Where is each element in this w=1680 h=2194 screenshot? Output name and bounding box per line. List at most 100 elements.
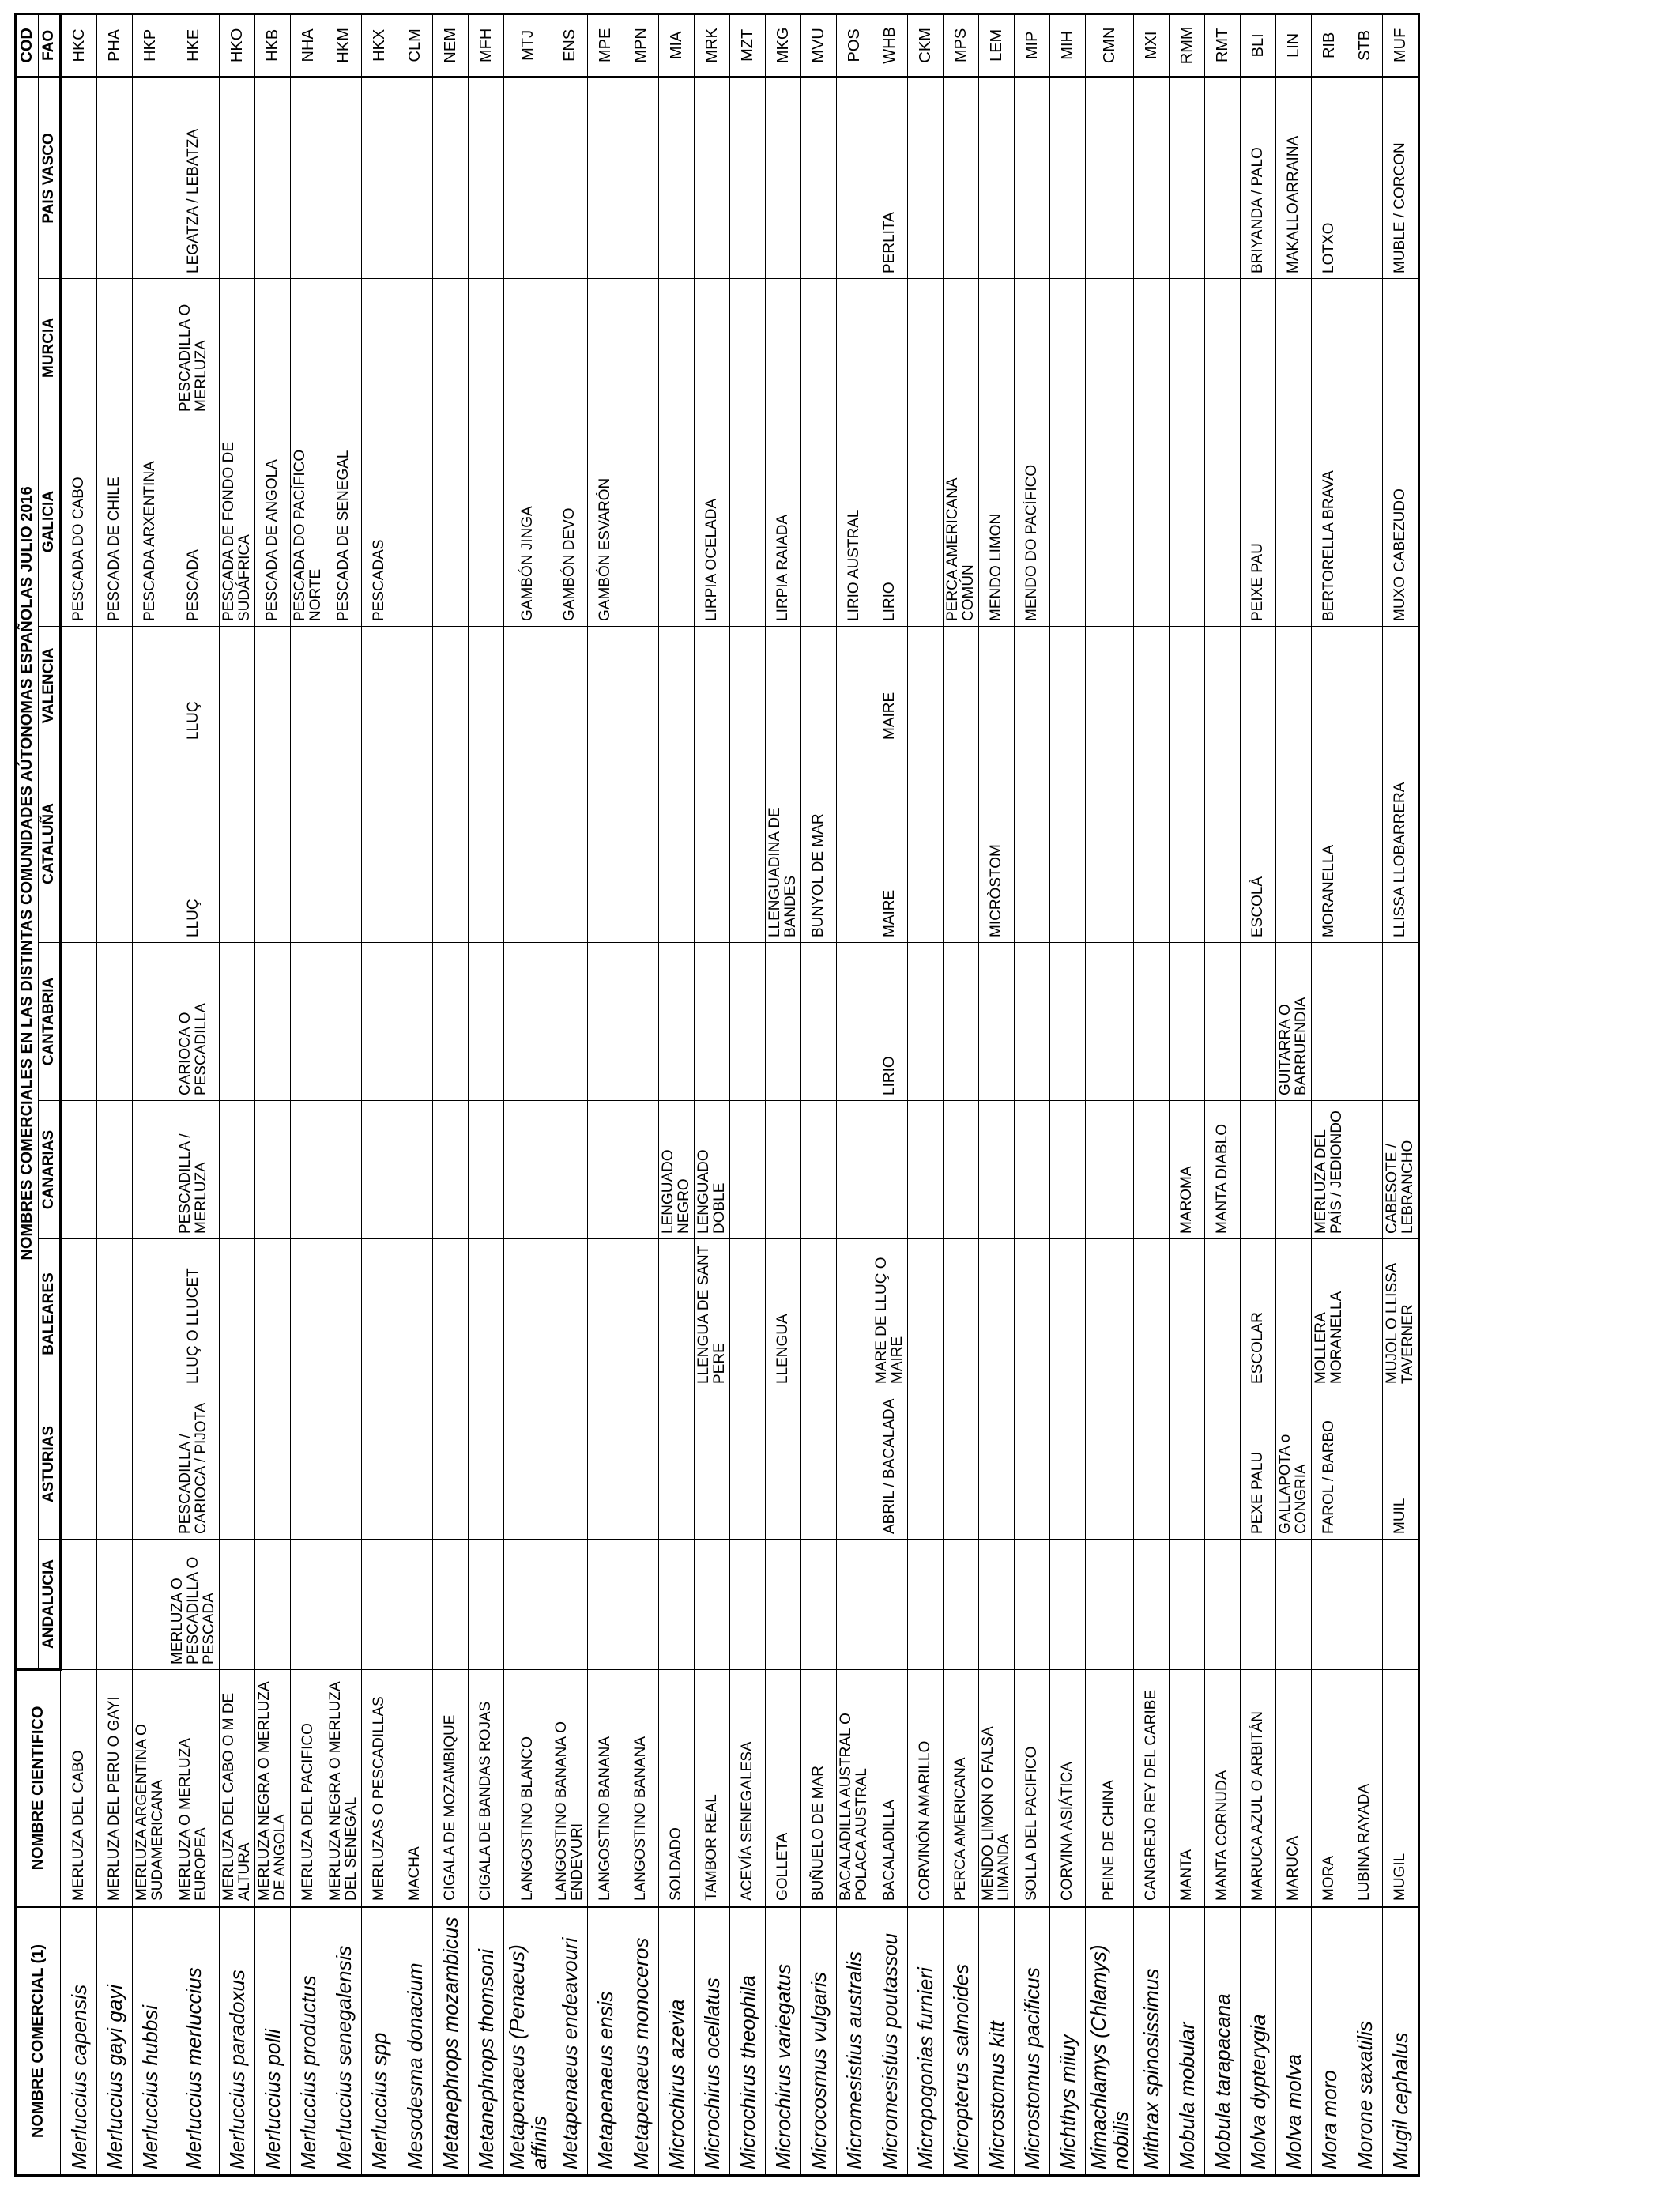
common-name-cell: CORVINA ASIÁTICA (1049, 1669, 1086, 1907)
header-region-andalucia: ANDALUCIA (38, 1539, 61, 1670)
scientific-name-cell: Microcosmus vulgaris (800, 1906, 837, 2176)
regional-name-cell (907, 745, 944, 943)
regional-name-cell: PESCADAS (361, 417, 397, 627)
regional-name-cell (1049, 417, 1086, 627)
regional-name-cell (765, 278, 801, 417)
regional-name-cell: PEXE PALU (1240, 1389, 1276, 1540)
table-row: Merluccius senegalensis MERLUZA NEGRA O M… (326, 13, 362, 2176)
regional-name-cell (765, 77, 801, 279)
regional-name-cell: MARE DE LLUÇ O MAIRE (872, 1238, 908, 1389)
regional-name-cell (978, 626, 1015, 745)
regional-name-cell (1014, 1100, 1050, 1239)
regional-name-cell (468, 1238, 504, 1389)
regional-name-cell (290, 1238, 326, 1389)
regional-name-cell (658, 1238, 695, 1389)
scientific-name-cell: Merluccius hubbsi (132, 1906, 168, 2176)
regional-name-cell (800, 278, 837, 417)
fao-code-cell: MRK (694, 13, 730, 77)
table-row: Mora moro MORA FAROL / BARBO MOLLERA MORANE… (1311, 13, 1347, 2176)
regional-name-cell (96, 942, 133, 1101)
regional-name-cell (658, 417, 695, 627)
table-row: Metapenaeus (Penaeus) affinis LANGOSTINO … (503, 13, 552, 2176)
table-row: Merluccius capensis MERLUZA DEL CABO PESCA… (60, 13, 97, 2176)
regional-name-cell (503, 942, 552, 1101)
regional-name-cell: ESCOLÀ (1240, 745, 1276, 943)
table-row: Mesodesma donacium MACHA CLM (397, 13, 433, 2176)
common-name-cell: MERLUZA ARGENTINA O SUDAMERICANA (132, 1669, 168, 1907)
common-name-cell: MARUCA (1275, 1669, 1312, 1907)
common-name-cell: CORVINÓN AMARILLO (907, 1669, 944, 1907)
fao-code-cell: MIH (1049, 13, 1086, 77)
regional-name-cell (800, 942, 837, 1101)
regional-name-cell (729, 1539, 766, 1670)
table-row: Micropogonias furnieri CORVINÓN AMARILLO C… (907, 13, 944, 2176)
regional-name-cell (397, 278, 433, 417)
regional-name-cell (978, 278, 1015, 417)
regional-name-cell (552, 942, 588, 1101)
regional-name-cell (1014, 1539, 1050, 1670)
scientific-name-cell: Merluccius spp (361, 1906, 397, 2176)
regional-name-cell (326, 77, 362, 279)
regional-name-cell (623, 1389, 659, 1540)
scientific-name-cell: Michthys miiuy (1049, 1906, 1086, 2176)
regional-name-cell (1169, 278, 1205, 417)
scientific-name-cell: Mimachlamys (Chlamys) nobilis (1085, 1906, 1134, 2176)
regional-name-cell (1049, 1238, 1086, 1389)
table-row: Microcosmus vulgaris BUÑUELO DE MAR BUNYOL… (800, 13, 837, 2176)
regional-name-cell (907, 278, 944, 417)
regional-name-cell (1133, 942, 1170, 1101)
regional-name-cell (1347, 77, 1383, 279)
regional-name-cell (1133, 278, 1170, 417)
fao-code-cell: RIB (1311, 13, 1347, 77)
regional-name-cell (765, 942, 801, 1101)
fao-code-cell: LIN (1275, 13, 1312, 77)
regional-name-cell (1014, 942, 1050, 1101)
regional-name-cell (1085, 745, 1134, 943)
regional-name-cell (1275, 1238, 1312, 1389)
regional-name-cell (132, 278, 168, 417)
regional-name-cell (96, 278, 133, 417)
fao-code-cell: LEM (978, 13, 1015, 77)
regional-name-cell (1133, 77, 1170, 279)
common-name-cell: BACALADILLA AUSTRAL O POLACA AUSTRAL (836, 1669, 872, 1907)
fao-code-cell: HKO (219, 13, 255, 77)
regional-name-cell: MOLLERA MORANELLA (1311, 1238, 1347, 1389)
header-nombre-comercial: NOMBRE COMERCIAL (1) (15, 1906, 61, 2176)
regional-name-cell (1311, 942, 1347, 1101)
regional-name-cell: LLUÇ (168, 745, 220, 943)
regional-name-cell (694, 278, 730, 417)
regional-name-cell (1204, 1389, 1241, 1540)
regional-name-cell (729, 417, 766, 627)
regional-name-cell (800, 417, 837, 627)
regional-name-cell (468, 1539, 504, 1670)
common-name-cell: CANGREJO REY DEL CARIBE (1133, 1669, 1170, 1907)
regional-name-cell (1311, 626, 1347, 745)
regional-name-cell (1347, 278, 1383, 417)
regional-name-cell (623, 1100, 659, 1239)
common-name-cell: LUBINA RAYADA (1347, 1669, 1383, 1907)
regional-name-cell (907, 77, 944, 279)
regional-name-cell (1347, 626, 1383, 745)
regional-name-cell (800, 1238, 837, 1389)
regional-name-cell (658, 77, 695, 279)
regional-name-cell (432, 1238, 469, 1389)
regional-name-cell (587, 77, 623, 279)
regional-name-cell (1204, 1539, 1241, 1670)
common-name-cell: LANGOSTINO BANANA (587, 1669, 623, 1907)
regional-name-cell: LLISSA LLOBARRERA (1382, 745, 1419, 943)
regional-name-cell: MERLUZA O PESCADILLA O PESCADA (168, 1539, 220, 1670)
regional-name-cell (1347, 1238, 1383, 1389)
regional-name-cell: PESCADILLA O MERLUZA (168, 278, 220, 417)
regional-name-cell (468, 77, 504, 279)
regional-name-cell: MUJOL O LLISSA TAVERNER (1382, 1238, 1419, 1389)
scientific-name-cell: Metapenaeus (Penaeus) affinis (503, 1906, 552, 2176)
regional-name-cell (290, 1100, 326, 1239)
regional-name-cell (836, 278, 872, 417)
regional-name-cell (219, 1238, 255, 1389)
table-body: Merluccius capensis MERLUZA DEL CABO PESCA… (60, 13, 1419, 2176)
regional-name-cell (552, 1100, 588, 1239)
regional-name-cell (1169, 417, 1205, 627)
fao-code-cell: MVU (800, 13, 837, 77)
regional-name-cell (132, 1238, 168, 1389)
scientific-name-cell: Metapenaeus monoceros (623, 1906, 659, 2176)
